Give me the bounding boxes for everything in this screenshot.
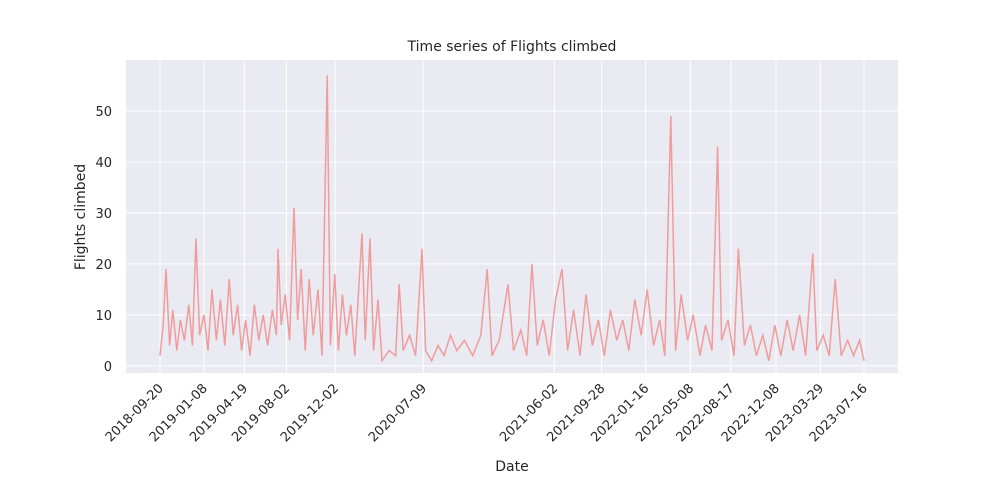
y-tick-label: 30 [95, 207, 112, 222]
y-axis-label: Flights climbed [73, 164, 89, 270]
y-tick-label: 10 [95, 309, 112, 324]
marks [159, 75, 865, 363]
x-tick-label: 2020-07-09 [366, 381, 430, 445]
y-tick-label: 50 [95, 105, 112, 120]
grid [126, 60, 898, 373]
x-axis-label: Date [495, 459, 528, 475]
chart-title: Time series of Flights climbed [407, 39, 617, 55]
y-tick-label: 40 [95, 156, 112, 171]
y-tick-label: 20 [95, 258, 112, 273]
data-line [159, 75, 865, 363]
plot-area [126, 60, 898, 373]
y-tick-label: 0 [104, 360, 112, 375]
